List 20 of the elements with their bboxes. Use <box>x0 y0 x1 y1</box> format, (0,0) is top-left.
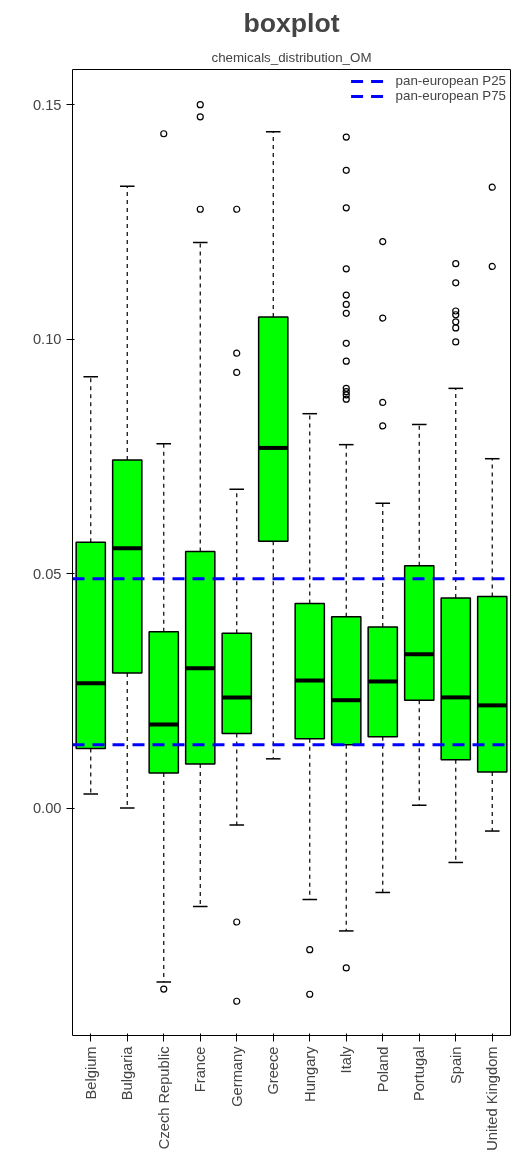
x-tick-label: Portugal <box>411 1046 428 1102</box>
chart-title: boxplot <box>243 7 340 38</box>
x-tick-label: Poland <box>374 1046 391 1093</box>
x-tick-label: United Kingdom <box>484 1046 501 1151</box>
y-tick-label: 0.00 <box>32 800 62 817</box>
x-tick-label: France <box>192 1046 209 1093</box>
legend-label: pan-european P75 <box>395 88 506 103</box>
y-tick-label: 0.05 <box>32 565 62 582</box>
chart-subtitle: chemicals_distribution_OM <box>211 49 372 65</box>
legend-label: pan-european P25 <box>395 73 506 88</box>
x-tick-label: Belgium <box>82 1046 99 1100</box>
x-tick-label: Bulgaria <box>119 1045 136 1101</box>
x-tick-label: Greece <box>265 1046 282 1095</box>
x-tick-label: Germany <box>228 1045 245 1107</box>
x-tick-label: Italy <box>338 1045 355 1074</box>
y-tick-label: 0.15 <box>32 96 62 113</box>
x-tick-label: Spain <box>447 1046 464 1084</box>
x-tick-label: Hungary <box>301 1045 318 1102</box>
x-tick-label: Czech Republic <box>155 1046 172 1150</box>
y-tick-label: 0.10 <box>32 331 62 348</box>
